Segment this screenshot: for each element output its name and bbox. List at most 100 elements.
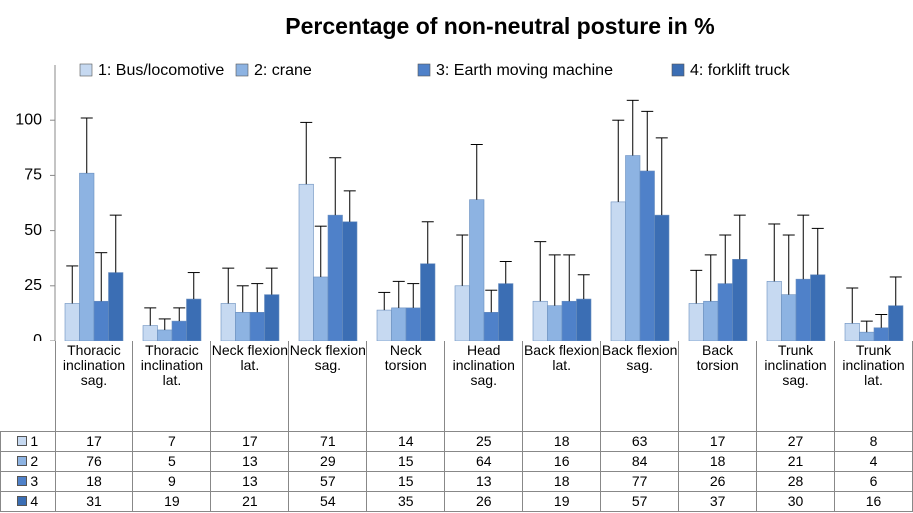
legend-label: 3: Earth moving machine [436,62,613,79]
table-value: 26 [678,471,758,492]
row-label: 4 [30,493,39,509]
table-value: 15 [366,451,446,472]
row-key [17,496,28,506]
table-value: 29 [288,451,368,472]
bar [547,305,563,341]
bar [610,201,626,341]
table-value: 18 [522,471,602,492]
table-value: 76 [54,451,134,472]
bar [235,311,251,341]
table-value: 77 [600,471,680,492]
bar [298,183,314,341]
table-value: 4 [834,451,913,472]
bar [561,300,577,341]
row-key [17,436,28,446]
category-label: Back torsion [678,341,758,432]
table-value: 18 [522,431,602,452]
table-value: 6 [834,471,913,492]
y-tick-label: 25 [24,277,42,294]
bar [220,303,236,341]
bar [142,325,158,341]
y-tick-label: 0 [33,332,42,341]
category-label: Back flexion sag. [600,341,680,432]
category-label: Trunk inclination lat. [834,341,913,432]
bar [732,259,748,341]
row-label-cell: 2 [0,451,56,472]
bar [859,331,875,341]
legend-swatch [79,63,93,77]
row-key [17,456,28,466]
table-value: 27 [756,431,836,452]
table-value: 9 [132,471,212,492]
table-value: 30 [756,491,836,512]
category-label: Neck flexion lat. [210,341,290,432]
row-label-cell: 1 [0,431,56,452]
category-label: Neck flexion sag. [288,341,368,432]
row-label-cell: 4 [0,491,56,512]
table-row: 2 76 5 13 29 15 64 16 84 18 21 4 [0,451,913,472]
table-corner [1,341,56,432]
table-value: 13 [444,471,524,492]
bar [654,214,670,341]
table-value: 25 [444,431,524,452]
bar [79,172,95,341]
table-value: 13 [210,451,290,472]
table-value: 21 [756,451,836,472]
bar [766,281,782,341]
bar [454,285,470,341]
category-label: Head inclination sag. [444,341,524,432]
table-value: 37 [678,491,758,512]
table-value: 28 [756,471,836,492]
table-value: 71 [288,431,368,452]
table-row: 1 17 7 17 71 14 25 18 63 17 27 8 [0,431,913,452]
table-value: 26 [444,491,524,512]
table-value: 31 [54,491,134,512]
row-key [17,476,28,486]
row-label: 2 [30,453,39,469]
chart-title: Percentage of non-neutral posture in % [285,13,714,39]
bar [171,320,187,341]
table-row: 3 18 9 13 57 15 13 18 77 26 28 6 [0,471,913,492]
row-label: 1 [30,433,39,449]
table-value: 18 [54,471,134,492]
bar [498,283,514,341]
y-tick-label: 75 [24,167,42,184]
category-label: Neck torsion [366,341,446,432]
table-value: 18 [678,451,758,472]
table-value: 7 [132,431,212,452]
y-tick-label: 50 [24,222,42,239]
bar [576,298,592,341]
table-value: 13 [210,471,290,492]
table-value: 16 [834,491,913,512]
table-value: 19 [522,491,602,512]
bar [64,303,80,341]
bar [625,155,641,341]
bar [873,327,889,341]
table-value: 5 [132,451,212,472]
bar [420,263,436,341]
legend-label: 4: forklift truck [690,62,791,79]
legend-swatch [671,63,685,77]
bar [186,298,202,341]
table-value: 54 [288,491,368,512]
y-tick-label: 100 [15,111,42,128]
table-value: 35 [366,491,446,512]
table-value: 17 [54,431,134,452]
bar [93,300,109,341]
table-value: 16 [522,451,602,472]
bar [108,272,124,341]
bar [703,300,719,341]
bar [249,311,265,341]
bar [391,307,407,341]
bar [717,283,733,341]
table-value: 19 [132,491,212,512]
bar [795,278,811,341]
table-row: 4 31 19 21 54 35 26 19 57 37 30 16 [0,491,913,512]
table-value: 84 [600,451,680,472]
bar [688,303,704,341]
table-value: 17 [210,431,290,452]
table-value: 64 [444,451,524,472]
legend-label: 2: crane [254,62,312,79]
row-label-cell: 3 [0,471,56,492]
